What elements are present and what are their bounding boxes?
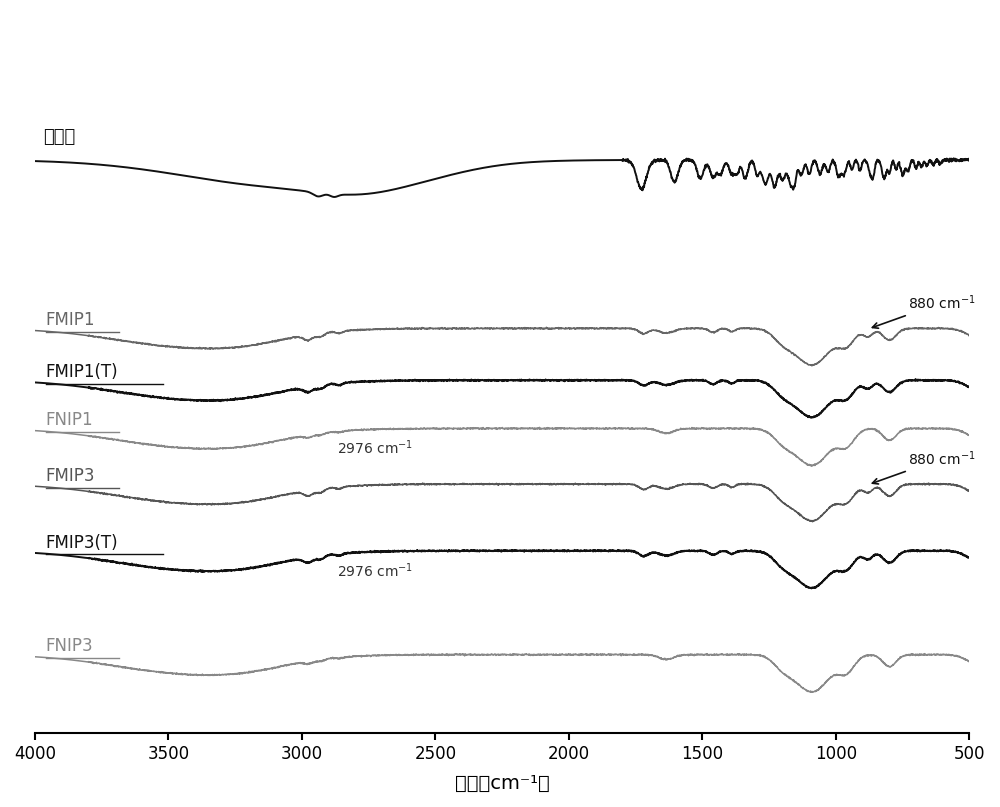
Text: 2976 cm$^{-1}$: 2976 cm$^{-1}$	[337, 438, 413, 457]
Text: FNIP3: FNIP3	[46, 638, 93, 655]
Text: 2976 cm$^{-1}$: 2976 cm$^{-1}$	[337, 562, 413, 580]
Text: FNIP1: FNIP1	[46, 411, 93, 429]
Text: FMIP1: FMIP1	[46, 311, 95, 329]
Text: 880 cm$^{-1}$: 880 cm$^{-1}$	[872, 294, 976, 328]
X-axis label: 波数（cm⁻¹）: 波数（cm⁻¹）	[455, 774, 550, 793]
Text: 880 cm$^{-1}$: 880 cm$^{-1}$	[872, 449, 976, 484]
Text: FMIP3: FMIP3	[46, 466, 95, 485]
Text: FMIP3(T): FMIP3(T)	[46, 533, 118, 551]
Text: FMIP1(T): FMIP1(T)	[46, 363, 118, 381]
Text: 萍普生: 萍普生	[43, 128, 75, 146]
